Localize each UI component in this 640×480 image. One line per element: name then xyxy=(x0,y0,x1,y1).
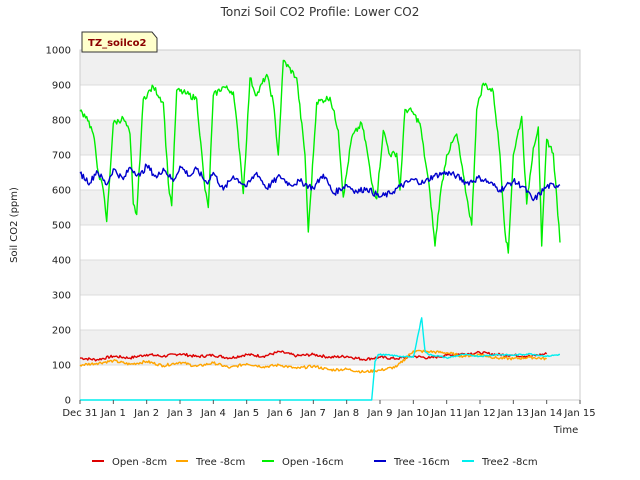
legend-label: Open -8cm xyxy=(112,457,167,468)
background-band xyxy=(80,190,580,225)
series-line-open-8cm xyxy=(79,350,548,362)
background-band xyxy=(80,330,580,365)
y-tick-label: 800 xyxy=(52,116,71,127)
background-band xyxy=(80,120,580,155)
gridlines xyxy=(80,49,580,401)
x-tick-label: Jan 12 xyxy=(463,408,495,419)
y-tick-label: 1000 xyxy=(46,46,71,57)
legend: Open -8cm Tree -8cm Open -16cm Tree -16cm Tr… xyxy=(92,457,538,468)
y-tick-label: 600 xyxy=(52,186,71,197)
x-tick-label: Jan 3 xyxy=(167,408,193,419)
x-tick-label: Jan 9 xyxy=(367,408,393,419)
x-tick-label: Jan 7 xyxy=(300,408,326,419)
site-label-box: TZ_soilco2 xyxy=(81,31,158,53)
y-tick-label: 400 xyxy=(52,256,71,267)
y-tick-label: 500 xyxy=(52,221,71,232)
background-band xyxy=(80,260,580,295)
y-tick-label: 900 xyxy=(52,81,71,92)
x-tick-label: Jan 6 xyxy=(267,408,293,419)
chart-title: Tonzi Soil CO2 Profile: Lower CO2 xyxy=(220,5,420,19)
x-tick-label: Jan 11 xyxy=(430,408,462,419)
x-tick-label: Jan 10 xyxy=(397,408,429,419)
y-tick-label: 0 xyxy=(65,396,71,407)
x-tick-label: Jan 4 xyxy=(200,408,226,419)
y-tick-label: 200 xyxy=(52,326,71,337)
series-layer xyxy=(79,59,561,401)
y-axis-title: Soil CO2 (ppm) xyxy=(9,187,20,263)
x-tick-label: Dec 31 xyxy=(62,408,97,419)
x-axis-ticks: Dec 31 Jan 1 Jan 2 Jan 3 Jan 4 Jan 5 Jan 6 Jan … xyxy=(62,400,596,419)
series-line-tree-16cm xyxy=(79,163,561,202)
x-tick-label: Jan 2 xyxy=(133,408,159,419)
legend-label: Tree -8cm xyxy=(195,457,245,468)
x-tick-label: Jan 15 xyxy=(563,408,595,419)
x-tick-label: Jan 8 xyxy=(333,408,359,419)
legend-label: Tree -16cm xyxy=(393,457,450,468)
site-label: TZ_soilco2 xyxy=(88,38,147,49)
series-line-tree2-8cm xyxy=(80,317,560,401)
x-tick-label: Jan 5 xyxy=(233,408,259,419)
y-tick-label: 300 xyxy=(52,291,71,302)
series-line-open-16cm xyxy=(79,59,561,254)
x-tick-label: Jan 1 xyxy=(100,408,126,419)
x-tick-label: Jan 13 xyxy=(497,408,529,419)
legend-label: Open -16cm xyxy=(282,457,343,468)
y-tick-label: 100 xyxy=(52,361,71,372)
x-axis-title: Time xyxy=(553,425,578,436)
legend-label: Tree2 -8cm xyxy=(481,457,538,468)
series-line-tree-8cm xyxy=(79,349,547,374)
background-band xyxy=(80,50,580,85)
y-tick-label: 700 xyxy=(52,151,71,162)
x-tick-label: Jan 14 xyxy=(530,408,562,419)
y-axis-ticks: 0 100 200 300 400 500 600 700 800 900 1000 xyxy=(46,46,71,407)
